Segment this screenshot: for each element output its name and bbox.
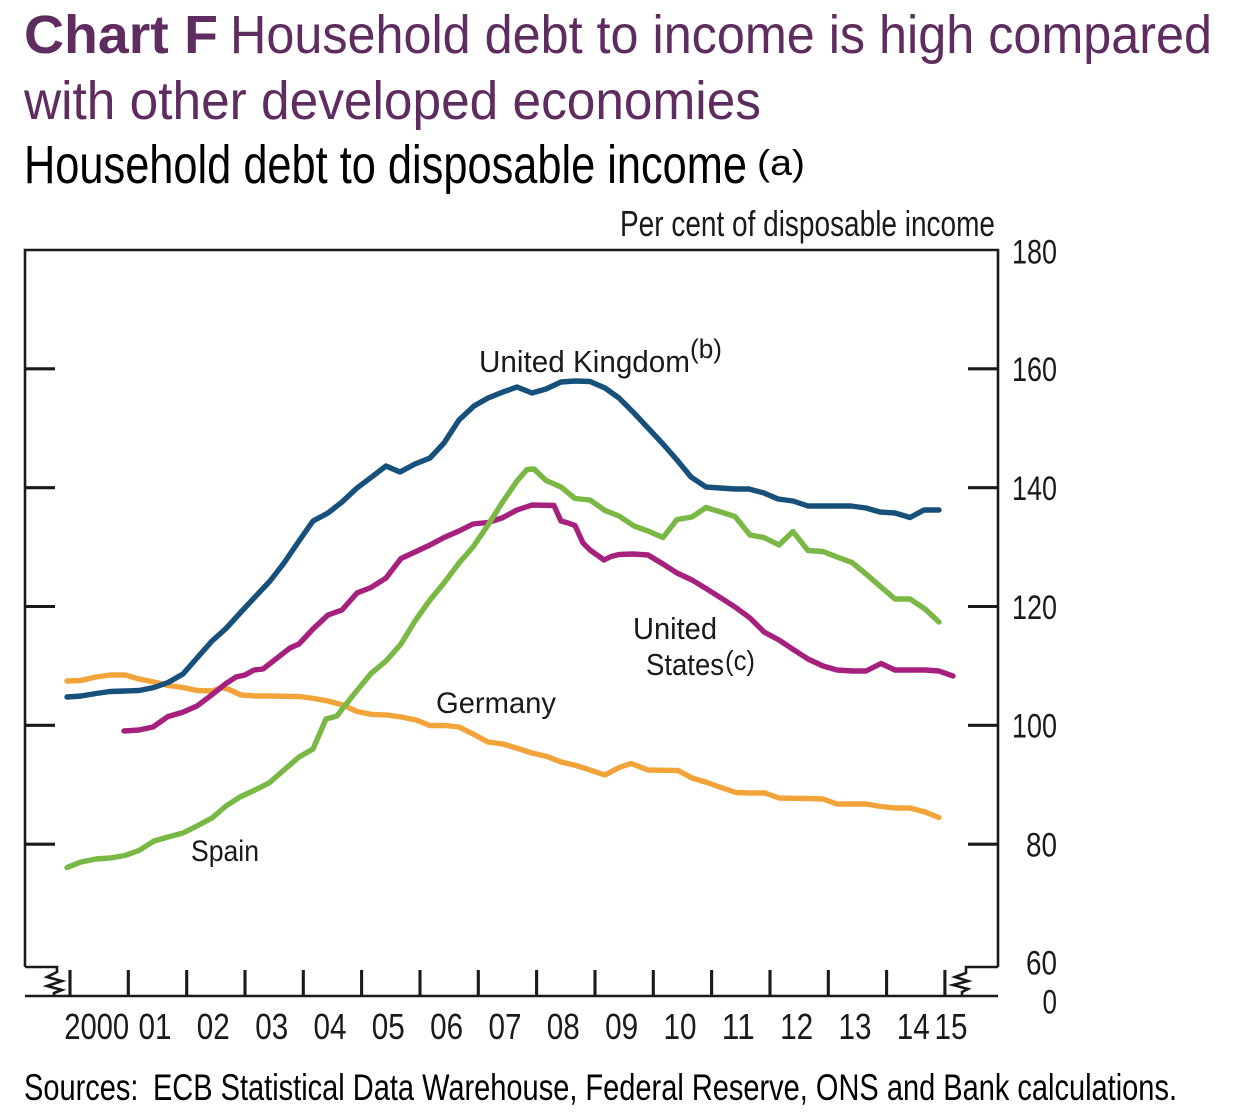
svg-text:100: 100 [1012,708,1057,746]
svg-text:Spain: Spain [191,835,259,868]
svg-text:with other developed economies: with other developed economies [23,71,761,131]
svg-text:80: 80 [1026,827,1057,865]
svg-text:13: 13 [839,1006,872,1047]
svg-text:(a): (a) [757,142,805,183]
svg-text:Sources: ECB Statistical Data: Sources: ECB Statistical Data Warehouse,… [24,1067,1177,1108]
svg-text:12: 12 [780,1006,813,1047]
svg-text:09: 09 [605,1006,638,1047]
svg-text:Household debt to income is hi: Household debt to income is high compare… [230,5,1212,65]
svg-text:(c): (c) [725,645,755,676]
svg-text:United: United [633,611,717,646]
svg-text:03: 03 [255,1006,288,1047]
svg-text:14: 14 [897,1006,930,1047]
svg-text:02: 02 [197,1006,230,1047]
svg-text:United Kingdom: United Kingdom [479,344,690,379]
svg-text:15: 15 [935,1006,968,1047]
svg-text:160: 160 [1012,351,1057,389]
svg-text:06: 06 [430,1006,463,1047]
svg-text:180: 180 [1012,233,1057,271]
svg-text:60: 60 [1026,944,1057,982]
svg-text:05: 05 [372,1006,405,1047]
svg-text:07: 07 [489,1006,522,1047]
svg-text:120: 120 [1012,589,1057,627]
svg-text:Chart F: Chart F [24,5,218,65]
svg-text:States: States [646,647,724,682]
svg-text:11: 11 [722,1006,755,1047]
svg-text:10: 10 [664,1006,697,1047]
svg-text:(b): (b) [690,334,722,364]
svg-text:2000: 2000 [64,1006,129,1047]
svg-text:Germany: Germany [436,687,556,720]
svg-text:04: 04 [314,1006,347,1047]
svg-text:0: 0 [1043,983,1058,1021]
svg-text:01: 01 [139,1006,172,1047]
svg-text:08: 08 [547,1006,580,1047]
svg-text:Household debt to disposable i: Household debt to disposable income [24,135,747,195]
svg-text:Per cent of disposable income: Per cent of disposable income [620,203,995,244]
svg-text:140: 140 [1012,470,1057,508]
